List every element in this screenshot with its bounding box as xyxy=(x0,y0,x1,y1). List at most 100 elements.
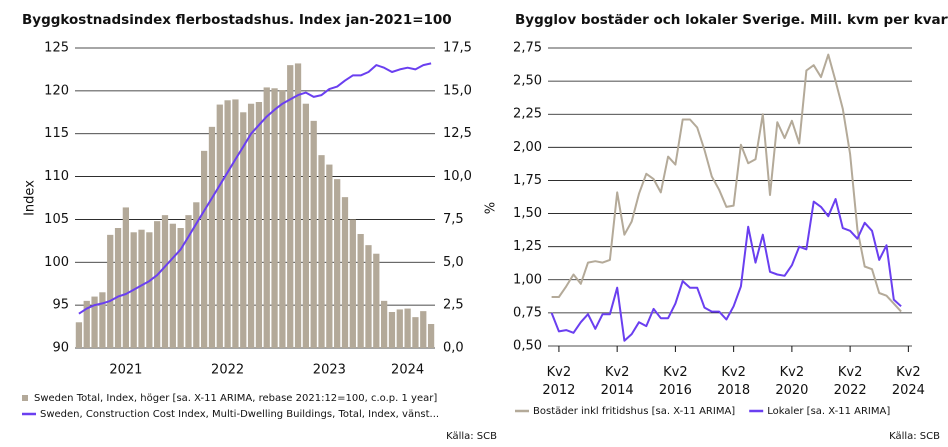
bar xyxy=(326,164,333,348)
bar xyxy=(83,300,90,348)
x-tick-label-line: 2014 xyxy=(601,383,634,398)
y-tick-label: 120 xyxy=(44,83,69,98)
bar xyxy=(334,179,341,348)
bar xyxy=(381,300,388,348)
x-tick-label-line: Kv2 xyxy=(721,365,746,380)
y-tick-label: 1,25 xyxy=(513,239,542,254)
bar xyxy=(138,229,145,348)
bar xyxy=(279,90,286,348)
y2-tick-label: 10,0 xyxy=(443,169,472,184)
y-tick-label: 1,75 xyxy=(513,173,542,188)
y2-tick-label: 15,0 xyxy=(443,83,472,98)
bar xyxy=(271,88,278,349)
y-tick-label: 105 xyxy=(44,212,69,227)
chart-title: Byggkostnadsindex flerbostadshus. Index … xyxy=(22,12,452,28)
y2-tick-label: 2,5 xyxy=(443,298,464,313)
bar xyxy=(99,292,106,348)
x-tick-label-line: 2022 xyxy=(834,383,867,398)
bar xyxy=(388,312,396,348)
bar xyxy=(154,221,161,348)
bar xyxy=(193,202,200,348)
bar xyxy=(201,150,208,348)
bar xyxy=(161,215,169,348)
bar xyxy=(287,65,294,349)
bar xyxy=(146,232,153,348)
y-tick-label: 0,75 xyxy=(513,305,542,320)
y-tick-label: 1,50 xyxy=(513,206,542,221)
bar xyxy=(349,219,356,348)
y2-tick-label: 0,0 xyxy=(443,341,464,356)
bar xyxy=(427,324,435,348)
x-tick-label: 2022 xyxy=(211,363,244,378)
y-tick-label: 0,50 xyxy=(513,339,542,354)
y-tick-label: 2,50 xyxy=(513,74,542,89)
bar xyxy=(240,112,247,349)
source: Källa: SCB xyxy=(446,431,497,442)
bar xyxy=(357,234,364,348)
y2-tick-label: 7,5 xyxy=(443,212,464,227)
bar xyxy=(208,126,216,348)
x-tick-label: Kv2 2020 xyxy=(775,365,808,398)
y-tick-label: 115 xyxy=(44,126,69,141)
y-tick-label: 2,00 xyxy=(513,140,542,155)
x-tick-label: Kv2 2022 xyxy=(834,365,867,398)
x-tick-label: 2021 xyxy=(109,363,142,378)
x-tick-label-line: 2012 xyxy=(542,383,575,398)
y-tick-label: 110 xyxy=(44,169,69,184)
x-tick-label: Kv2 2018 xyxy=(717,365,750,398)
x-tick-label-line: 2018 xyxy=(717,383,750,398)
legend-label: Lokaler [sa. X-11 ARIMA] xyxy=(767,406,890,417)
line xyxy=(551,53,902,313)
y2-tick-label: 17,5 xyxy=(443,41,472,56)
bar xyxy=(318,155,325,348)
bar xyxy=(310,120,317,348)
bar xyxy=(404,308,411,348)
x-tick-label-line: Kv2 xyxy=(838,365,863,380)
bar xyxy=(420,311,427,348)
x-tick-label: Kv2 2016 xyxy=(659,365,692,398)
x-tick-label-line: 2016 xyxy=(659,383,692,398)
bar xyxy=(294,63,302,349)
legend-label: Bostäder inkl fritidshus [sa. X-11 ARIMA… xyxy=(533,406,735,417)
bar xyxy=(263,87,270,348)
bar xyxy=(232,99,239,348)
x-tick-label-line: 2020 xyxy=(775,383,808,398)
legend-swatch xyxy=(22,395,28,401)
x-tick-label-line: Kv2 xyxy=(605,365,630,380)
x-tick-label-line: 2024 xyxy=(892,383,925,398)
bar xyxy=(177,228,184,348)
y-tick-label: 125 xyxy=(44,41,69,56)
bar xyxy=(255,102,263,348)
y-tick-label: 2,25 xyxy=(513,107,542,122)
y-tick-label: 1,00 xyxy=(513,272,542,287)
chart-title: Bygglov bostäder och lokaler Sverige. Mi… xyxy=(515,12,948,28)
bar xyxy=(91,296,98,348)
line xyxy=(550,198,902,342)
source: Källa: SCB xyxy=(889,431,940,442)
y2-tick-label: 5,0 xyxy=(443,255,464,270)
bar xyxy=(107,234,114,348)
x-tick-label: Kv2 2012 xyxy=(542,365,575,398)
bar xyxy=(412,317,419,348)
bar xyxy=(341,197,349,348)
bar xyxy=(373,253,380,348)
x-tick-label: 2024 xyxy=(391,363,424,378)
line xyxy=(78,62,432,315)
bar xyxy=(114,228,122,348)
bar xyxy=(224,100,231,349)
x-tick-label-line: Kv2 xyxy=(896,365,921,380)
x-tick-label: Kv2 2014 xyxy=(601,365,634,398)
bar xyxy=(75,322,83,348)
y2-tick-label: 12,5 xyxy=(443,126,472,141)
bar xyxy=(247,103,255,348)
y-tick-label: 95 xyxy=(52,298,69,313)
y-tick-label: 2,75 xyxy=(513,41,542,56)
x-tick-label: Kv2 2024 xyxy=(892,365,925,398)
y-axis-label: Index xyxy=(23,180,38,216)
y2-axis-label: % xyxy=(481,202,496,214)
bar xyxy=(365,245,372,348)
bar xyxy=(122,207,129,348)
x-tick-label-line: Kv2 xyxy=(663,365,688,380)
x-tick-label: 2023 xyxy=(313,363,346,378)
